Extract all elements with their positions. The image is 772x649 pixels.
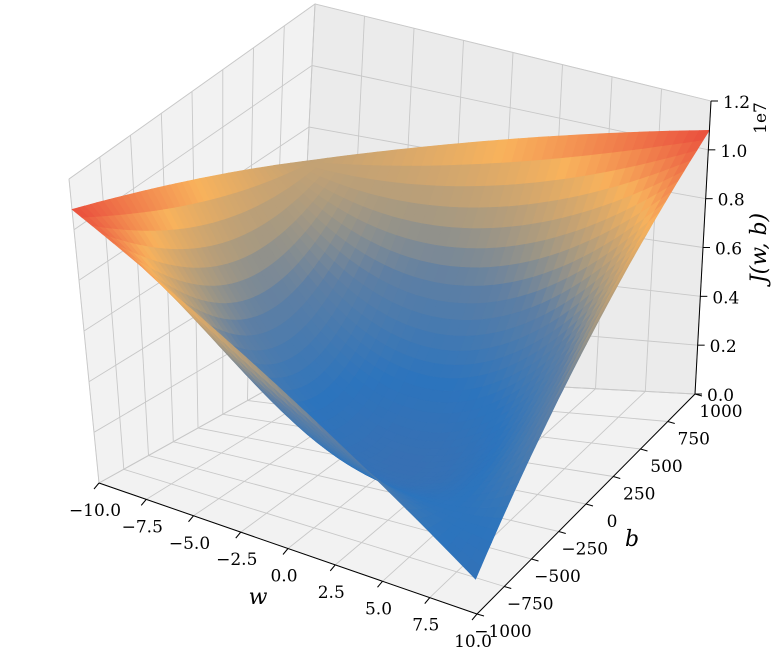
- y-tick: [531, 558, 539, 562]
- z-tick-label: 1.0: [720, 142, 747, 162]
- z-tick-label: 0.4: [712, 288, 739, 308]
- x-tick-label: −2.5: [216, 550, 257, 570]
- x-tick: [329, 564, 336, 572]
- x-tick: [282, 548, 289, 555]
- z-tick-label: 1.2: [723, 93, 750, 113]
- z-tick-label: 0.8: [718, 191, 745, 211]
- x-tick-label: 0.0: [270, 567, 297, 587]
- x-tick: [140, 499, 147, 506]
- z-gridline: [68, 3, 712, 180]
- y-tick-label: 0: [607, 512, 618, 532]
- y-tick: [667, 421, 675, 424]
- y-tick-label: 750: [678, 430, 710, 450]
- x-axis-label: w: [249, 585, 268, 610]
- y-tick-label: −500: [534, 567, 581, 587]
- x-tick-label: −7.5: [122, 517, 163, 537]
- z-gridline: [73, 65, 709, 231]
- x-tick: [188, 515, 194, 523]
- y-tick-label: 1000: [699, 402, 742, 422]
- x-tick-label: 5.0: [365, 599, 392, 619]
- axes: −10.0−7.5 −5.0 −2.5 0.0 2.5 5.0 7.5 10.0−1000 −7…: [69, 93, 750, 649]
- z-axis-offset-label: 1e7: [751, 102, 771, 134]
- x-tick-label: 2.5: [318, 583, 345, 603]
- y-axis-label: b: [625, 527, 639, 552]
- x-tick: [93, 482, 100, 490]
- x-tick-label: −5.0: [169, 534, 210, 554]
- x-tick: [471, 613, 478, 621]
- y-tick: [558, 531, 566, 534]
- surface-patch: [465, 558, 482, 580]
- y-tick: [476, 613, 485, 617]
- x-tick: [235, 531, 242, 539]
- x-tick: [424, 597, 431, 604]
- y-tick: [640, 448, 648, 452]
- z-axis-label: J(w, b): [747, 213, 772, 287]
- y-tick: [613, 476, 621, 479]
- z-tick-label: 0.0: [707, 386, 734, 406]
- x-tick-label: −10.0: [69, 501, 121, 521]
- z-tick-label: 0.6: [715, 240, 742, 260]
- x-tick: [377, 580, 383, 588]
- x-tick-label: 10.0: [454, 632, 492, 649]
- x-tick-label: 7.5: [412, 616, 439, 636]
- y-tick: [504, 586, 512, 589]
- y-tick-label: −750: [507, 595, 554, 615]
- y-tick: [585, 503, 594, 507]
- y-tick-label: −1000: [474, 622, 532, 642]
- cost-surface: [71, 129, 710, 580]
- y-tick-label: 500: [650, 457, 682, 477]
- y-tick-label: 250: [623, 485, 655, 505]
- y-tick-label: −250: [561, 540, 608, 560]
- z-tick-label: 0.2: [710, 337, 737, 357]
